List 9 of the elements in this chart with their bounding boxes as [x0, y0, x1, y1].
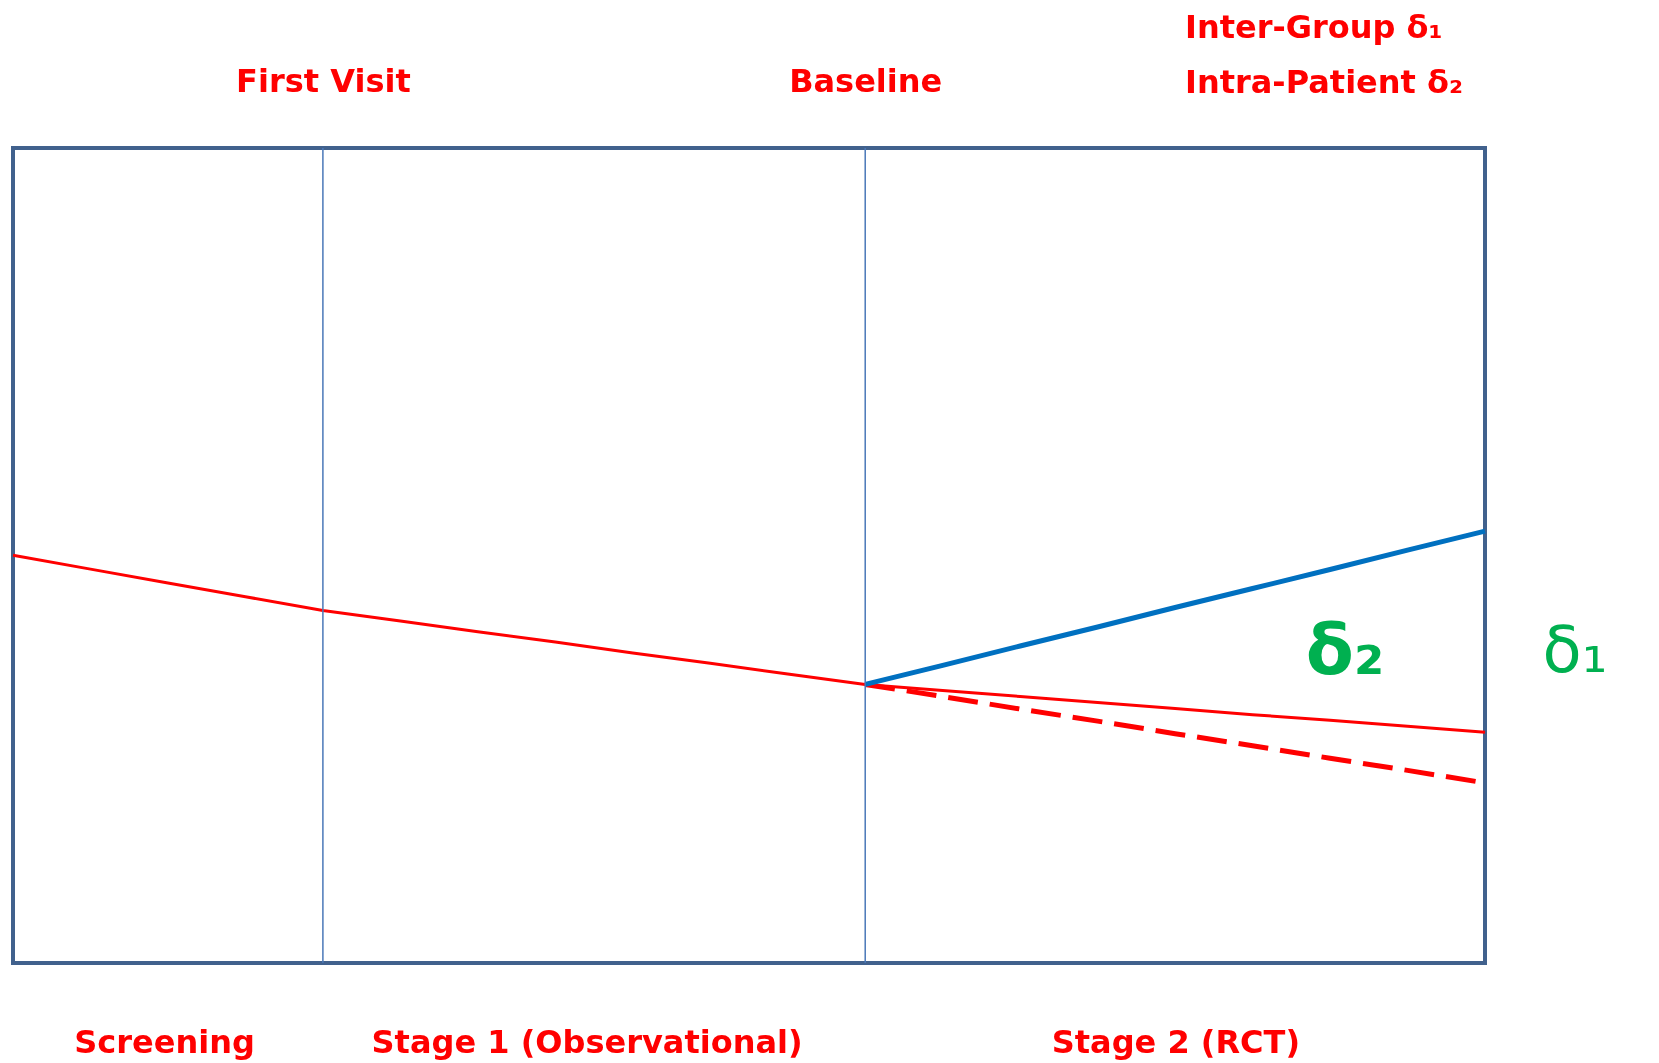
text: Inter-Group δ₁	[1185, 8, 1443, 46]
text: Stage 1 (Observational)	[371, 1023, 803, 1061]
text: Stage 2 (RCT)	[1051, 1023, 1301, 1061]
annotation: δ₂	[1305, 609, 1385, 691]
x-tick-label: Baseline	[789, 61, 943, 100]
text: δ₁	[1542, 613, 1608, 687]
text: Screening	[74, 1023, 255, 1061]
x-tick-label: First Visit	[236, 61, 411, 100]
text: Intra-Patient δ₂	[1185, 63, 1464, 101]
